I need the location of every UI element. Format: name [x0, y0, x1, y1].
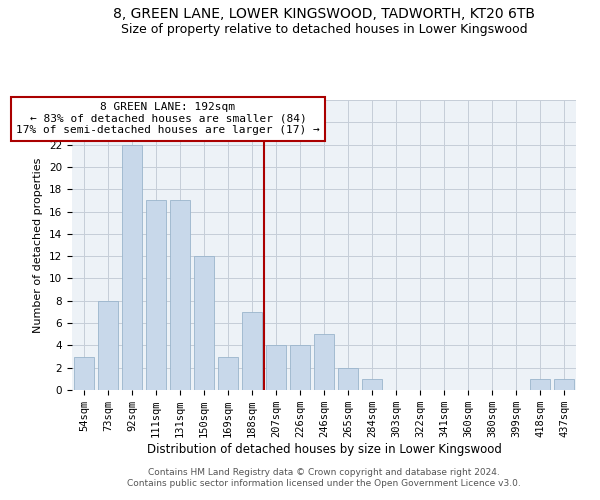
- Bar: [338, 368, 358, 390]
- Bar: [554, 379, 574, 390]
- Bar: [146, 200, 166, 390]
- Bar: [98, 301, 118, 390]
- Y-axis label: Number of detached properties: Number of detached properties: [34, 158, 43, 332]
- Text: Contains HM Land Registry data © Crown copyright and database right 2024.
Contai: Contains HM Land Registry data © Crown c…: [127, 468, 521, 487]
- Bar: [314, 334, 334, 390]
- Bar: [218, 356, 238, 390]
- Text: 8 GREEN LANE: 192sqm
← 83% of detached houses are smaller (84)
17% of semi-detac: 8 GREEN LANE: 192sqm ← 83% of detached h…: [16, 102, 320, 136]
- Bar: [194, 256, 214, 390]
- Bar: [266, 346, 286, 390]
- Text: Distribution of detached houses by size in Lower Kingswood: Distribution of detached houses by size …: [146, 442, 502, 456]
- Bar: [242, 312, 262, 390]
- Bar: [530, 379, 550, 390]
- Bar: [290, 346, 310, 390]
- Text: Size of property relative to detached houses in Lower Kingswood: Size of property relative to detached ho…: [121, 22, 527, 36]
- Bar: [362, 379, 382, 390]
- Bar: [74, 356, 94, 390]
- Bar: [170, 200, 190, 390]
- Bar: [122, 144, 142, 390]
- Text: 8, GREEN LANE, LOWER KINGSWOOD, TADWORTH, KT20 6TB: 8, GREEN LANE, LOWER KINGSWOOD, TADWORTH…: [113, 8, 535, 22]
